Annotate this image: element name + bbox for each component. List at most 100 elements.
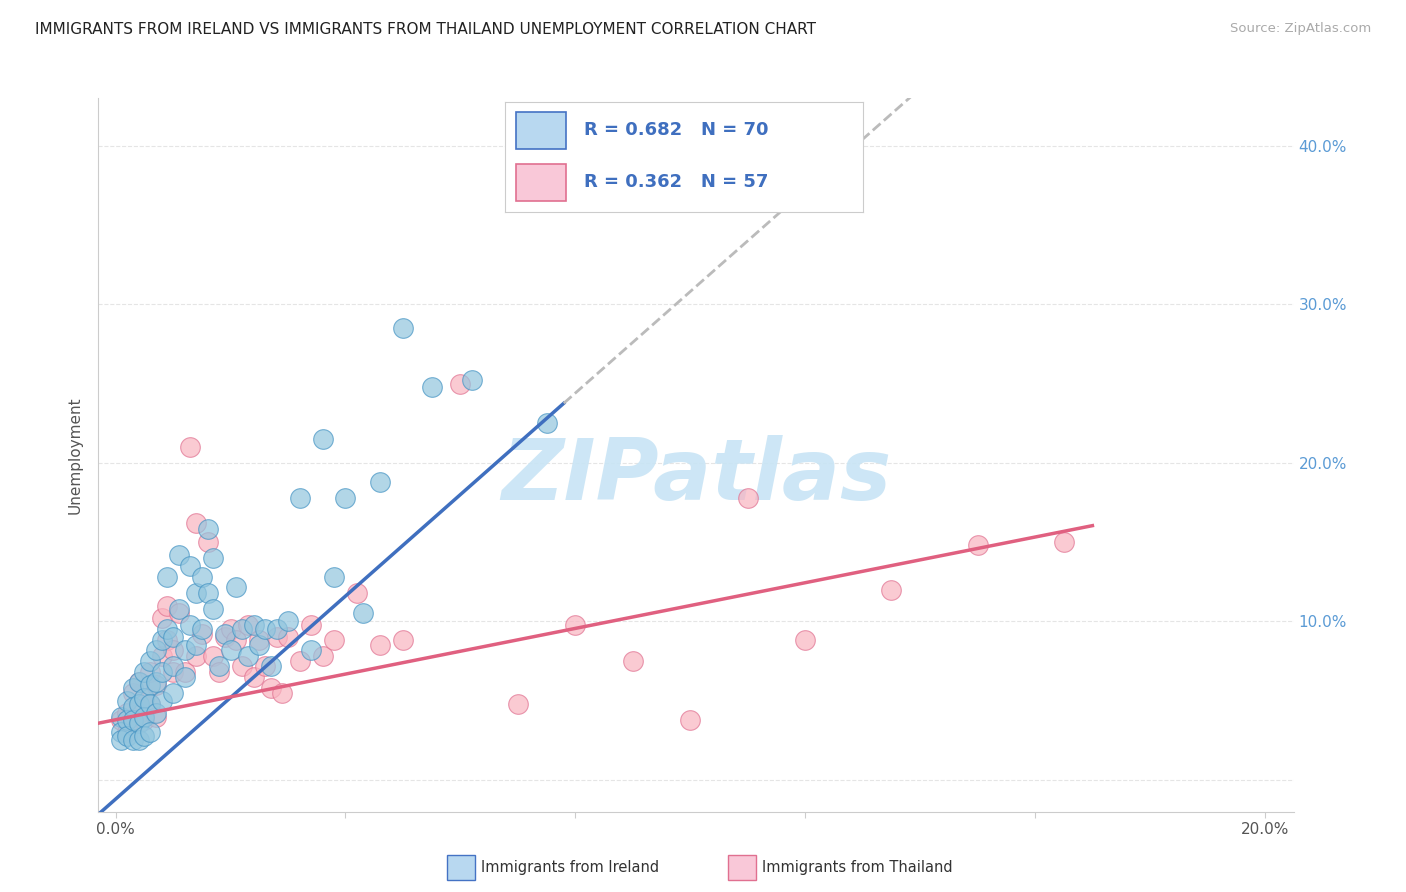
Point <box>225 580 247 594</box>
Point <box>184 649 207 664</box>
Point <box>128 715 150 730</box>
Point <box>145 706 167 721</box>
Point <box>266 630 288 644</box>
Point <box>150 611 173 625</box>
Point <box>197 523 219 537</box>
Point <box>150 694 173 708</box>
Point <box>122 681 145 695</box>
Point <box>202 601 225 615</box>
Point <box>346 586 368 600</box>
Point <box>236 617 259 632</box>
Point <box>110 725 132 739</box>
Text: Immigrants from Ireland: Immigrants from Ireland <box>481 860 659 874</box>
Point <box>461 373 484 387</box>
Point <box>197 535 219 549</box>
Point <box>167 548 190 562</box>
Point <box>145 678 167 692</box>
Point <box>288 491 311 505</box>
Point <box>184 638 207 652</box>
Point <box>139 697 162 711</box>
Point <box>134 690 156 705</box>
Point <box>214 630 236 644</box>
Point <box>621 654 644 668</box>
Point <box>202 649 225 664</box>
Point <box>191 623 214 637</box>
Point <box>156 599 179 613</box>
Point <box>122 733 145 747</box>
Point <box>167 601 190 615</box>
Point <box>162 686 184 700</box>
Point <box>564 617 586 632</box>
Point <box>323 570 346 584</box>
Point <box>122 713 145 727</box>
Point <box>115 729 138 743</box>
Point <box>139 697 162 711</box>
Point <box>225 633 247 648</box>
Point <box>115 725 138 739</box>
Point <box>219 623 242 637</box>
Point <box>191 570 214 584</box>
Point <box>145 709 167 723</box>
Point <box>179 558 201 573</box>
Point <box>162 665 184 680</box>
Point <box>173 643 195 657</box>
Text: IMMIGRANTS FROM IRELAND VS IMMIGRANTS FROM THAILAND UNEMPLOYMENT CORRELATION CHA: IMMIGRANTS FROM IRELAND VS IMMIGRANTS FR… <box>35 22 815 37</box>
Point <box>134 709 156 723</box>
Point <box>128 697 150 711</box>
Point <box>134 713 156 727</box>
Point <box>368 638 391 652</box>
Point <box>506 697 529 711</box>
Point <box>134 729 156 743</box>
Point <box>794 633 817 648</box>
Point <box>737 491 759 505</box>
Text: ZIPatlas: ZIPatlas <box>501 434 891 518</box>
Point <box>208 665 231 680</box>
Point <box>156 570 179 584</box>
Point <box>880 582 903 597</box>
Point <box>277 615 299 629</box>
Point <box>122 686 145 700</box>
Point <box>288 654 311 668</box>
Point <box>128 674 150 689</box>
Point <box>335 491 357 505</box>
Point <box>392 633 415 648</box>
Point <box>449 376 471 391</box>
Point <box>247 638 270 652</box>
Point <box>128 674 150 689</box>
Point <box>145 674 167 689</box>
Point <box>139 665 162 680</box>
Point <box>173 665 195 680</box>
Text: Immigrants from Thailand: Immigrants from Thailand <box>762 860 953 874</box>
Point <box>311 432 333 446</box>
Point <box>260 681 283 695</box>
Point <box>115 694 138 708</box>
Point <box>197 586 219 600</box>
Point <box>110 709 132 723</box>
Point <box>179 617 201 632</box>
Point <box>156 623 179 637</box>
Point <box>139 654 162 668</box>
Point <box>966 538 988 552</box>
Point <box>1053 535 1076 549</box>
Point <box>122 713 145 727</box>
Point <box>219 643 242 657</box>
Point <box>679 713 702 727</box>
Point <box>242 670 264 684</box>
Point <box>167 607 190 621</box>
Y-axis label: Unemployment: Unemployment <box>67 396 83 514</box>
Point <box>134 665 156 680</box>
Point <box>231 623 253 637</box>
Point <box>323 633 346 648</box>
Point <box>299 617 322 632</box>
Point <box>110 713 132 727</box>
Point <box>128 733 150 747</box>
Point <box>277 630 299 644</box>
Point <box>110 733 132 747</box>
Point <box>392 321 415 335</box>
Point <box>236 649 259 664</box>
Point <box>299 643 322 657</box>
Point <box>352 607 374 621</box>
Point <box>139 725 162 739</box>
Point <box>150 665 173 680</box>
Point <box>271 686 294 700</box>
